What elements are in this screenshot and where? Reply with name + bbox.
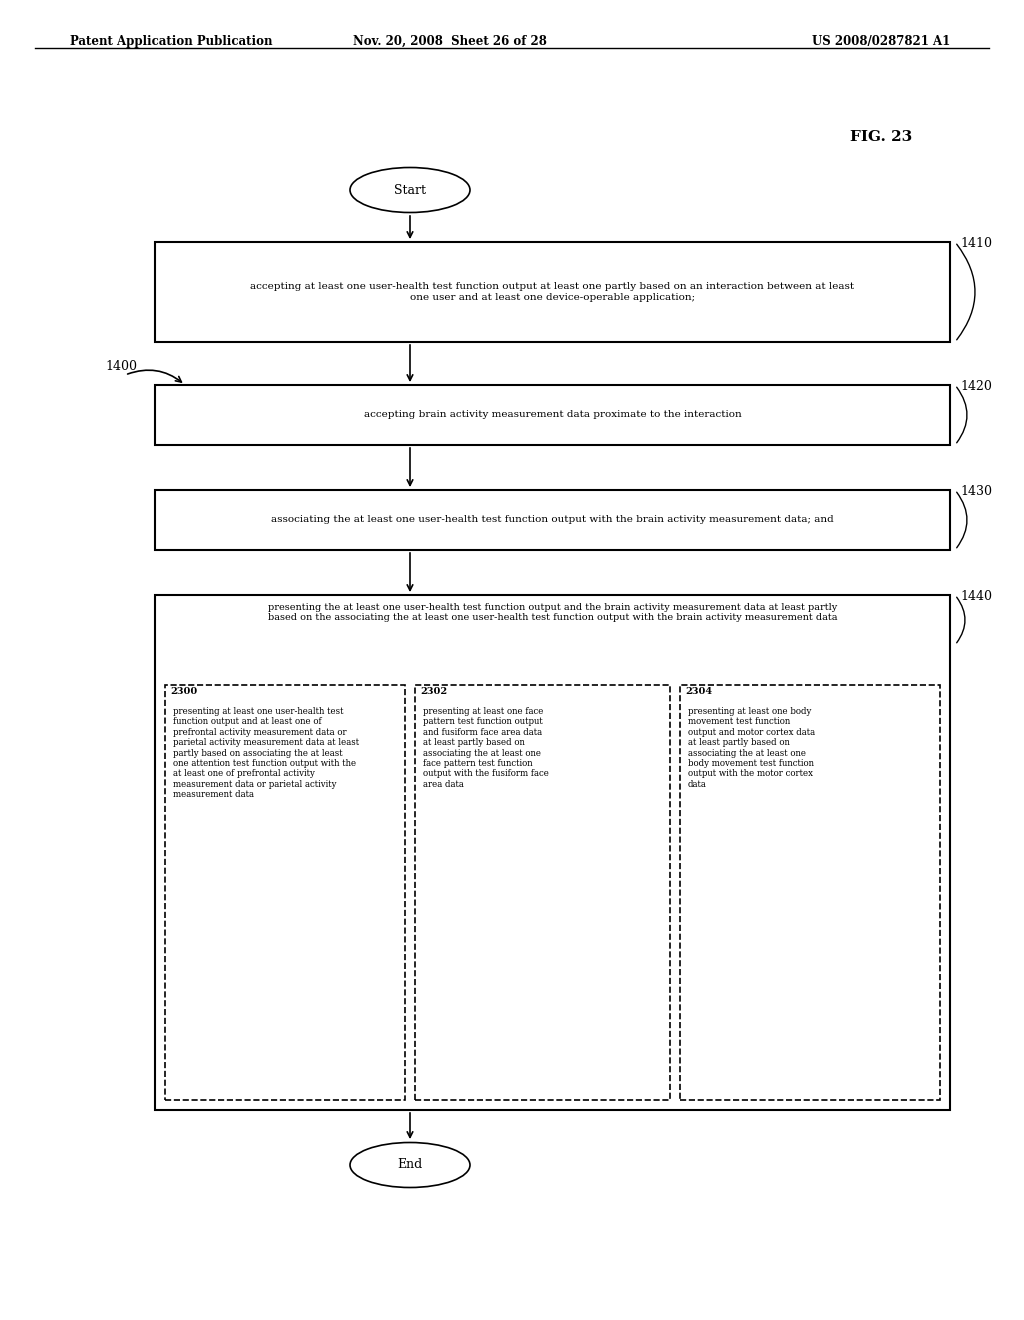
Text: 1430: 1430 [961,484,992,498]
Text: 1420: 1420 [961,380,992,393]
Text: End: End [397,1159,423,1172]
Text: presenting at least one body
movement test function
output and motor cortex data: presenting at least one body movement te… [688,708,815,789]
Text: US 2008/0287821 A1: US 2008/0287821 A1 [812,36,950,48]
Text: Patent Application Publication: Patent Application Publication [70,36,272,48]
Text: accepting brain activity measurement data proximate to the interaction: accepting brain activity measurement dat… [364,411,741,420]
Text: presenting at least one user-health test
function output and at least one of
pre: presenting at least one user-health test… [173,708,359,799]
Text: 1440: 1440 [961,590,992,603]
Text: 1410: 1410 [961,238,992,249]
Text: 1400: 1400 [105,360,137,374]
Text: accepting at least one user-health test function output at least one partly base: accepting at least one user-health test … [251,282,855,302]
Text: 2300: 2300 [170,686,198,696]
Text: presenting the at least one user-health test function output and the brain activ: presenting the at least one user-health … [267,603,838,623]
Text: presenting at least one face
pattern test function output
and fusiform face area: presenting at least one face pattern tes… [423,708,549,789]
Text: 2302: 2302 [420,686,447,696]
Text: 2304: 2304 [685,686,712,696]
Text: Start: Start [394,183,426,197]
Text: Nov. 20, 2008  Sheet 26 of 28: Nov. 20, 2008 Sheet 26 of 28 [353,36,547,48]
Text: FIG. 23: FIG. 23 [850,129,912,144]
Text: associating the at least one user-health test function output with the brain act: associating the at least one user-health… [271,516,834,524]
